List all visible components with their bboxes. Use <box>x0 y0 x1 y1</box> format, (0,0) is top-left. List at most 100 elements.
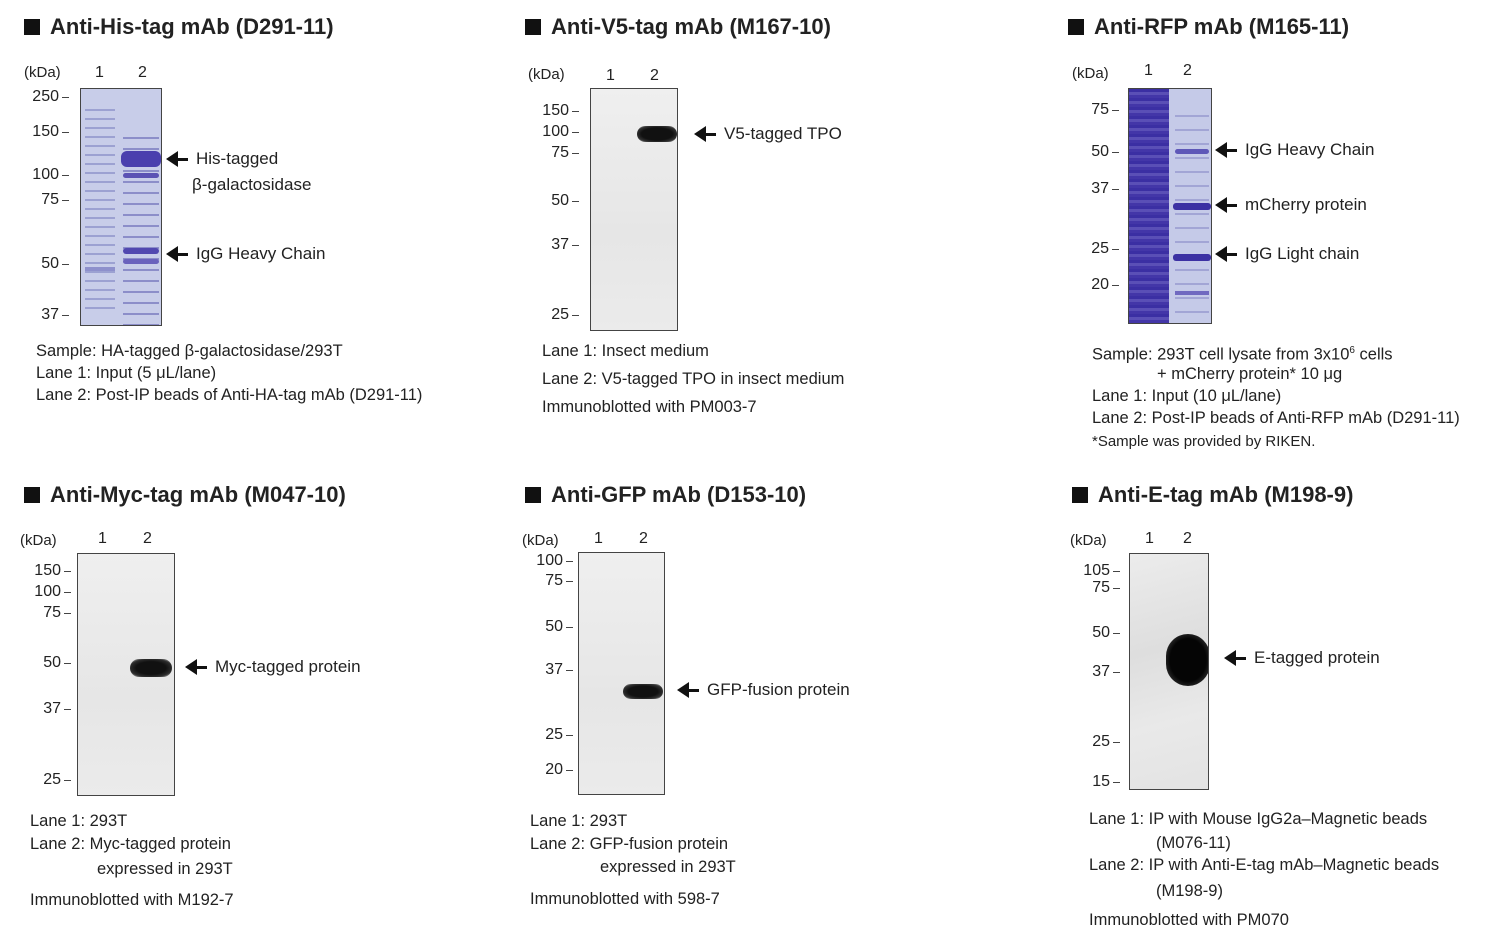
mw-marker: 37 <box>1066 664 1120 680</box>
western-blot <box>590 88 678 331</box>
mw-marker: 75 <box>519 573 573 589</box>
caption-line: Lane 2: Post-IP beads of Anti-RFP mAb (D… <box>1092 409 1460 427</box>
band-annotation: IgG Heavy Chain <box>1215 140 1374 160</box>
band-annotation: IgG Heavy Chain <box>166 244 325 264</box>
lane-number-1: 1 <box>1144 62 1153 79</box>
caption-line: Lane 2: IP with Anti-E-tag mAb–Magnetic … <box>1089 856 1440 874</box>
caption-line: Lane 2: Myc-tagged protein <box>30 835 231 853</box>
mw-marker: 150 <box>15 124 69 140</box>
western-blot <box>1129 553 1209 790</box>
caption-line: Immunoblotted with 598-7 <box>530 890 720 908</box>
bullet-square-icon <box>24 487 40 503</box>
bullet-square-icon <box>525 487 541 503</box>
bullet-square-icon <box>525 19 541 35</box>
mw-marker: 25 <box>525 307 579 323</box>
mw-marker: 37 <box>525 237 579 253</box>
arrow-left-icon <box>166 151 178 167</box>
arrow-left-icon <box>166 246 178 262</box>
band-annotation: GFP-fusion protein <box>677 680 850 700</box>
coomassie-gel <box>80 88 162 326</box>
lane-number-2: 2 <box>138 64 147 81</box>
band-annotation: E-tagged protein <box>1224 648 1380 668</box>
caption-line: Lane 1: 293T <box>530 812 628 830</box>
panel-title: Anti-GFP mAb (D153-10) <box>525 482 806 508</box>
bullet-square-icon <box>24 19 40 35</box>
kda-label: (kDa) <box>1072 65 1109 82</box>
band-annotation: Myc-tagged protein <box>185 657 361 677</box>
mw-marker: 25 <box>17 772 71 788</box>
lane-number-1: 1 <box>606 67 615 84</box>
lane-number-2: 2 <box>1183 62 1192 79</box>
caption-line: Sample: HA-tagged β-galactosidase/293T <box>36 342 343 360</box>
lane-number-2: 2 <box>1183 530 1192 547</box>
band-annotation: IgG Light chain <box>1215 244 1359 264</box>
mw-marker: 50 <box>15 256 69 272</box>
caption-line: Immunoblotted with PM003-7 <box>542 398 757 416</box>
mw-marker: 75 <box>15 192 69 208</box>
mw-marker: 75 <box>1065 102 1119 118</box>
lane-number-2: 2 <box>639 530 648 547</box>
lane-number-1: 1 <box>98 530 107 547</box>
mw-marker: 75 <box>1066 580 1120 596</box>
caption-line: expressed in 293T <box>97 860 233 878</box>
mw-marker: 100 <box>15 167 69 183</box>
mw-marker: 37 <box>519 662 573 678</box>
caption-line: Lane 1: Input (5 μL/lane) <box>36 364 217 382</box>
mw-marker: 25 <box>519 727 573 743</box>
panel-title: Anti-RFP mAb (M165-11) <box>1068 14 1349 40</box>
caption-line: (M076-11) <box>1156 834 1231 852</box>
arrow-left-icon <box>1215 246 1227 262</box>
footnote: *Sample was provided by RIKEN. <box>1092 433 1316 450</box>
mw-marker: 100 <box>519 553 573 569</box>
arrow-left-icon <box>1224 650 1236 666</box>
bullet-square-icon <box>1068 19 1084 35</box>
caption-line: Immunoblotted with PM070 <box>1089 911 1289 929</box>
caption-line: + mCherry protein* 10 μg <box>1157 365 1343 383</box>
lane-number-2: 2 <box>650 67 659 84</box>
mw-marker: 25 <box>1066 734 1120 750</box>
mw-marker: 100 <box>17 584 71 600</box>
caption-line: Lane 2: GFP-fusion protein <box>530 835 729 853</box>
band-annotation: V5-tagged TPO <box>694 124 842 144</box>
arrow-left-icon <box>677 682 689 698</box>
mw-marker: 150 <box>17 563 71 579</box>
band-annotation: His-tagged <box>166 149 278 169</box>
mw-marker: 250 <box>15 89 69 105</box>
arrow-left-icon <box>1215 197 1227 213</box>
mw-marker: 37 <box>15 307 69 323</box>
bullet-square-icon <box>1072 487 1088 503</box>
kda-label: (kDa) <box>528 66 565 83</box>
caption-line: Lane 2: Post-IP beads of Anti-HA-tag mAb… <box>36 386 423 404</box>
western-blot <box>578 552 665 795</box>
lane-number-1: 1 <box>95 64 104 81</box>
panel-title: Anti-Myc-tag mAb (M047-10) <box>24 482 346 508</box>
mw-marker: 15 <box>1066 774 1120 790</box>
caption-line: Lane 1: Insect medium <box>542 342 709 360</box>
mw-marker: 50 <box>519 619 573 635</box>
band-annotation-line2: β-galactosidase <box>192 175 312 194</box>
caption-line: Immunoblotted with M192-7 <box>30 891 234 909</box>
mw-marker: 150 <box>525 103 579 119</box>
mw-marker: 50 <box>1066 625 1120 641</box>
kda-label: (kDa) <box>24 64 61 81</box>
mw-marker: 37 <box>1065 181 1119 197</box>
mw-marker: 75 <box>17 605 71 621</box>
kda-label: (kDa) <box>522 532 559 549</box>
mw-marker: 25 <box>1065 241 1119 257</box>
mw-marker: 20 <box>1065 277 1119 293</box>
kda-label: (kDa) <box>1070 532 1107 549</box>
mw-marker: 37 <box>17 701 71 717</box>
lane-number-1: 1 <box>594 530 603 547</box>
mw-marker: 50 <box>17 655 71 671</box>
caption-line: Lane 2: V5-tagged TPO in insect medium <box>542 370 845 388</box>
lane-number-2: 2 <box>143 530 152 547</box>
caption-line: Lane 1: Input (10 μL/lane) <box>1092 387 1282 405</box>
mw-marker: 75 <box>525 145 579 161</box>
mw-marker: 50 <box>1065 144 1119 160</box>
lane-number-1: 1 <box>1145 530 1154 547</box>
arrow-left-icon <box>1215 142 1227 158</box>
mw-marker: 50 <box>525 193 579 209</box>
kda-label: (kDa) <box>20 532 57 549</box>
caption-line: Lane 1: 293T <box>30 812 128 830</box>
mw-marker: 20 <box>519 762 573 778</box>
